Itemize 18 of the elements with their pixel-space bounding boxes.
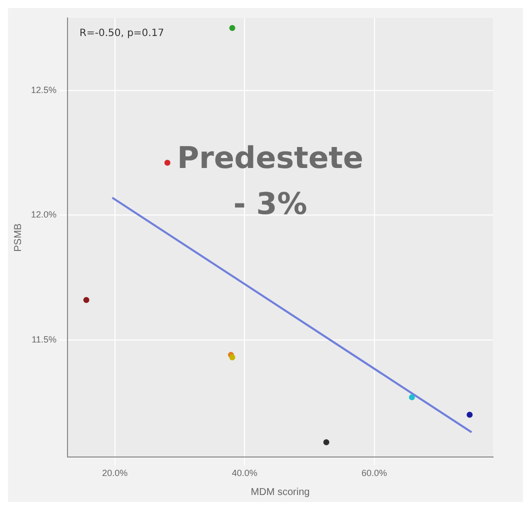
annotation: Predestete [177,141,364,176]
y-axis-title: PSMB [12,223,24,252]
y-tick-label: 11.5% [32,334,57,344]
annotation: - 3% [233,187,308,222]
x-tick-label: 20.0% [102,468,128,478]
x-tick-label: 40.0% [232,468,258,478]
point [164,160,170,166]
annotation: R=-0.50, p=0.17 [80,28,164,39]
point [229,24,236,31]
x-tick-label: 60.0% [362,468,388,478]
point [83,296,90,303]
point [323,439,330,446]
point [229,354,236,360]
point [466,412,473,418]
y-tick-label: 12.5% [30,84,57,95]
y-tick-label: 12.0% [30,210,57,220]
point [408,394,415,400]
x-axis-title: MDM scoring [250,486,310,498]
